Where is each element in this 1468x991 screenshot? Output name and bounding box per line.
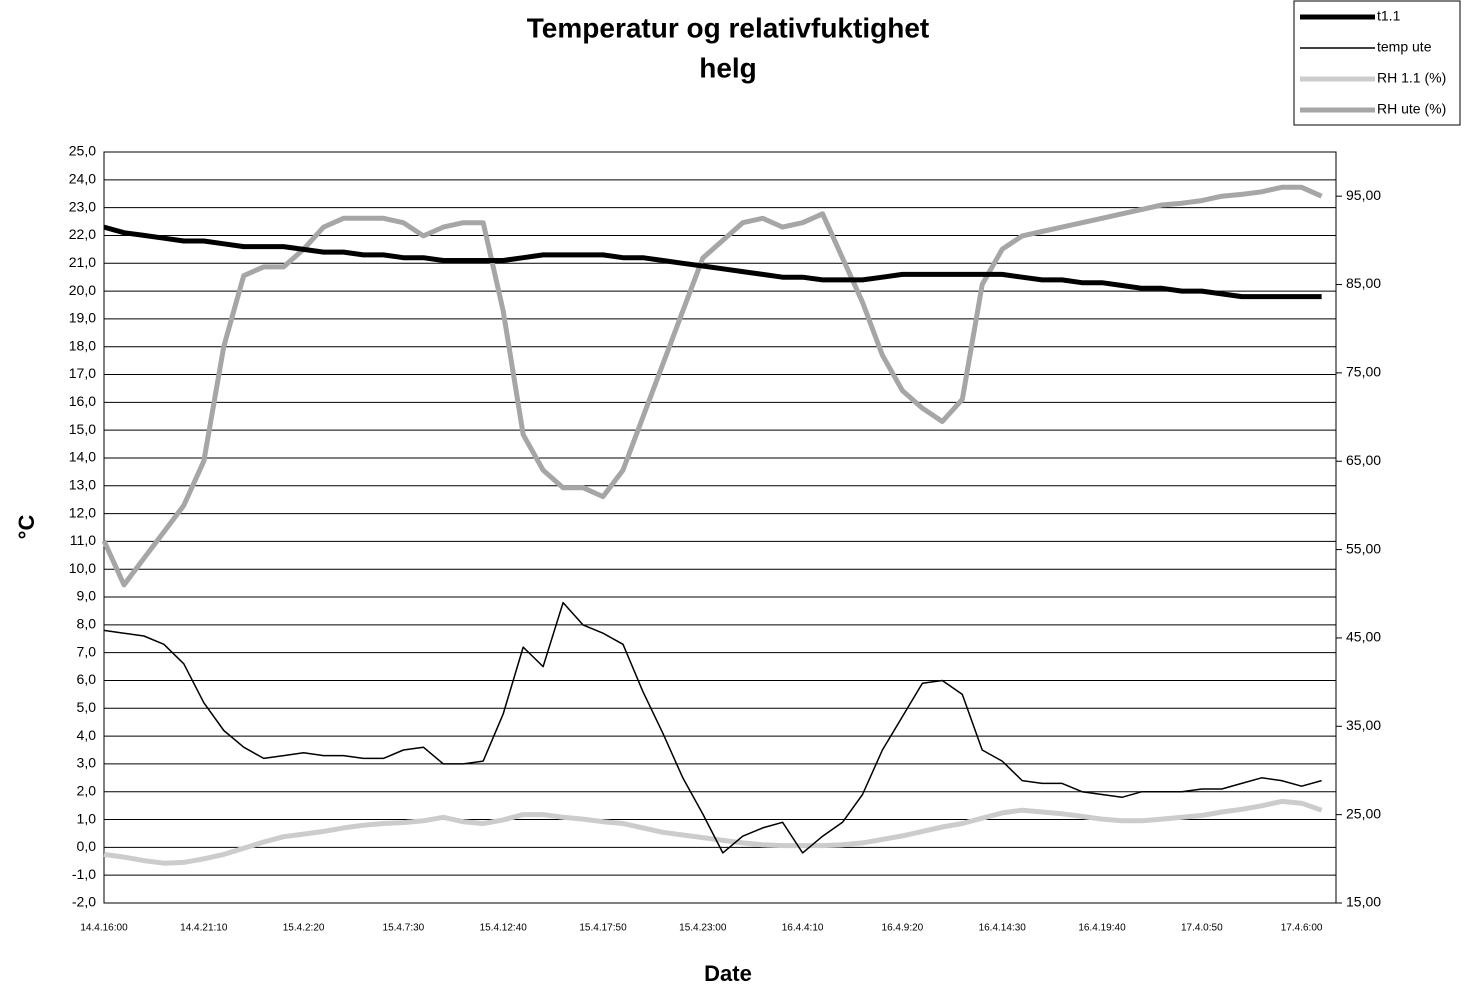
x-tick-label: 15.4.23:00 bbox=[679, 923, 727, 934]
series-line bbox=[103, 798, 1323, 866]
y-tick-label: 0,0 bbox=[77, 838, 97, 854]
x-tick-label: 14.4.21:10 bbox=[180, 923, 228, 934]
y-tick-label: 18,0 bbox=[69, 337, 96, 353]
y-tick-label: 21,0 bbox=[69, 254, 96, 270]
chart-title: Temperatur og relativfuktighet bbox=[527, 12, 929, 43]
y-tick-label: 11,0 bbox=[70, 532, 96, 548]
y-tick-label: 16,0 bbox=[69, 393, 96, 409]
y-tick-label: 22,0 bbox=[69, 226, 96, 242]
x-tick-label: 16.4.19:40 bbox=[1078, 923, 1126, 934]
series-line bbox=[101, 184, 1323, 588]
y-tick-label: 20,0 bbox=[69, 282, 96, 298]
legend-label: t1.1 bbox=[1377, 8, 1401, 24]
y-tick-label: 15,0 bbox=[69, 421, 96, 437]
legend-label: temp ute bbox=[1377, 39, 1432, 55]
x-tick-label: 15.4.12:40 bbox=[480, 923, 528, 934]
y-tick-label: 10,0 bbox=[69, 560, 96, 576]
y2-tick-label: 45,00 bbox=[1346, 629, 1381, 645]
y-tick-label: -1,0 bbox=[72, 866, 96, 882]
legend-label: RH 1.1 (%) bbox=[1377, 70, 1446, 86]
y2-tick-label: 15,00 bbox=[1346, 894, 1381, 910]
chart-subtitle: helg bbox=[699, 52, 757, 83]
x-tick-label: 15.4.2:20 bbox=[283, 923, 325, 934]
y-tick-label: 13,0 bbox=[69, 476, 96, 492]
y2-tick-label: 25,00 bbox=[1346, 805, 1381, 821]
y-tick-label: 1,0 bbox=[77, 810, 97, 826]
y-tick-label: 24,0 bbox=[69, 171, 96, 187]
y-tick-label: 9,0 bbox=[77, 588, 97, 604]
y2-tick-label: 75,00 bbox=[1346, 364, 1381, 380]
y-tick-label: 7,0 bbox=[77, 643, 97, 659]
y2-tick-label: 35,00 bbox=[1346, 717, 1381, 733]
legend-box bbox=[1293, 0, 1461, 126]
x-axis-label: Date bbox=[704, 961, 752, 986]
plot-area bbox=[104, 152, 1336, 903]
x-tick-label: 16.4.14:30 bbox=[979, 923, 1027, 934]
x-tick-label: 14.4.16:00 bbox=[80, 923, 128, 934]
legend-label: RH ute (%) bbox=[1377, 101, 1446, 117]
x-tick-label: 17.4.0:50 bbox=[1181, 923, 1223, 934]
series-line bbox=[103, 224, 1322, 300]
series-line bbox=[103, 601, 1322, 854]
y-tick-label: 8,0 bbox=[77, 616, 97, 632]
y2-tick-label: 85,00 bbox=[1346, 275, 1381, 291]
y-tick-label: 23,0 bbox=[69, 198, 96, 214]
y-tick-label: 5,0 bbox=[77, 699, 97, 715]
x-tick-label: 15.4.7:30 bbox=[383, 923, 425, 934]
y-tick-label: 4,0 bbox=[77, 727, 97, 743]
y-tick-label: 6,0 bbox=[77, 671, 97, 687]
plot-border bbox=[103, 151, 1337, 904]
x-tick-label: 16.4.9:20 bbox=[882, 923, 924, 934]
y-tick-label: 3,0 bbox=[77, 755, 97, 771]
y2-tick-label: 65,00 bbox=[1346, 452, 1381, 468]
y-tick-label: 19,0 bbox=[69, 310, 96, 326]
x-tick-label: 16.4.4:10 bbox=[782, 923, 824, 934]
y-axis-label: °C bbox=[14, 515, 39, 540]
x-tick-label: 17.4.6:00 bbox=[1281, 923, 1323, 934]
y-tick-label: 2,0 bbox=[77, 782, 97, 798]
y-tick-label: 25,0 bbox=[69, 143, 96, 159]
y-tick-label: -2,0 bbox=[72, 894, 96, 910]
x-tick-label: 15.4.17:50 bbox=[579, 923, 627, 934]
y2-tick-label: 55,00 bbox=[1346, 540, 1381, 556]
y-tick-label: 12,0 bbox=[69, 504, 96, 520]
y2-tick-label: 95,00 bbox=[1346, 187, 1381, 203]
y-tick-label: 14,0 bbox=[69, 449, 96, 465]
y-tick-label: 17,0 bbox=[69, 365, 96, 381]
